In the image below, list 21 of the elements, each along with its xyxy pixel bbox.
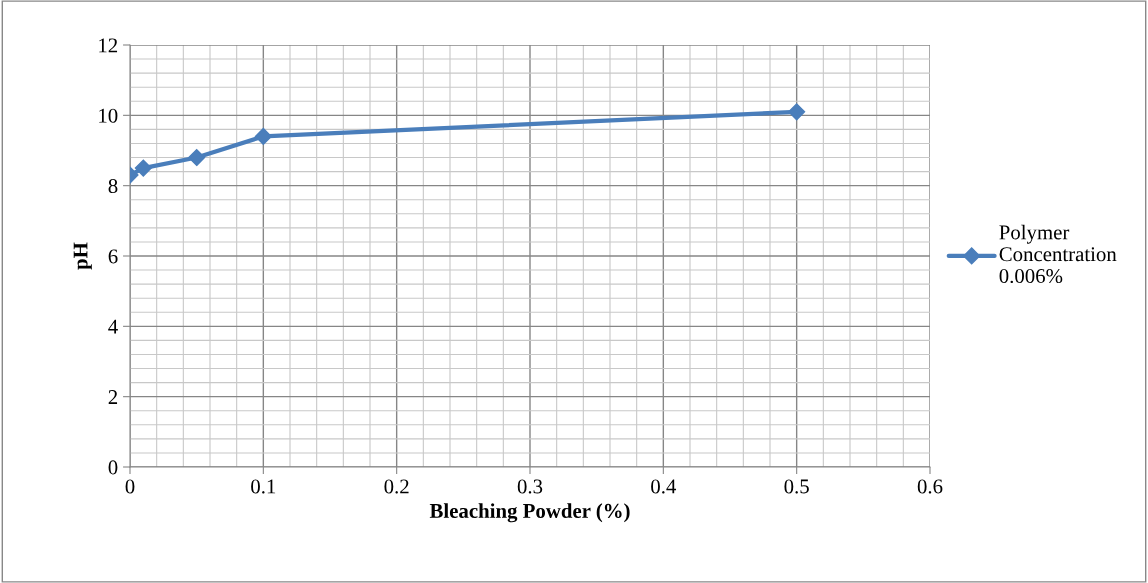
legend-label: Polymer Concentration 0.006%	[999, 224, 1117, 284]
x-tick-label: 0.3	[517, 479, 543, 494]
y-tick-label: 8	[108, 179, 118, 194]
x-tick-label: 0.6	[917, 479, 943, 494]
x-tick-label: 0.1	[251, 479, 276, 494]
point	[254, 127, 272, 145]
y-tick-label: 4	[108, 319, 118, 334]
y-tick-label: 6	[108, 249, 118, 264]
x-tick-label: 0	[125, 479, 135, 494]
point	[788, 103, 806, 121]
x-tick-label: 0.5	[784, 479, 809, 494]
point	[134, 159, 152, 177]
x-tick-label: 0.2	[384, 479, 409, 494]
point	[188, 148, 206, 167]
y-tick-label: 10	[99, 108, 118, 123]
y-tick-label: 0	[108, 460, 118, 475]
x-tick-label: 0.4	[651, 479, 677, 494]
x-axis-title: Bleaching Powder (%)	[429, 503, 630, 523]
y-tick-label: 12	[99, 38, 118, 53]
y-tick-label: 2	[108, 390, 118, 404]
y-axis-title: pH	[73, 242, 92, 270]
